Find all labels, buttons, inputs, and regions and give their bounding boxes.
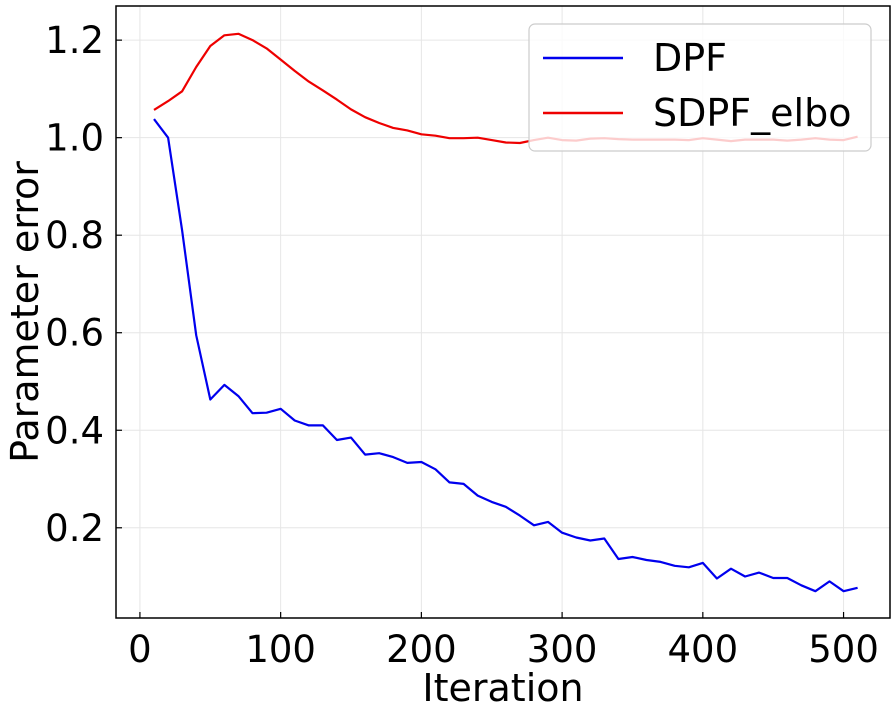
y-axis-ticks: 0.2 0.4 0.6 0.8 1.0 1.2 [45, 19, 122, 550]
legend-box [528, 23, 872, 152]
plot-frame [115, 5, 891, 619]
series-line-dpf [153, 118, 858, 593]
x-axis-ticks: 0 100 200 300 400 500 [128, 612, 879, 671]
y-tick-label: 0.8 [45, 214, 104, 257]
legend: DPF SDPF_elbo [528, 23, 872, 152]
legend-label-dpf: DPF [653, 36, 727, 80]
y-tick-label: 0.4 [45, 409, 104, 452]
y-tick-label: 1.2 [45, 19, 104, 62]
x-tick-label: 300 [527, 628, 598, 671]
y-axis-label: Parameter error [3, 161, 47, 463]
x-tick-label: 400 [668, 628, 739, 671]
x-tick-label: 500 [808, 628, 879, 671]
y-tick-label: 0.2 [45, 507, 104, 550]
x-tick-label: 0 [128, 628, 152, 671]
y-tick-label: 0.6 [45, 312, 104, 355]
x-tick-label: 200 [386, 628, 457, 671]
x-tick-label: 100 [245, 628, 316, 671]
x-axis-label: Iteration [422, 666, 583, 710]
y-tick-label: 1.0 [45, 117, 104, 160]
legend-label-sdpf-elbo: SDPF_elbo [653, 91, 851, 135]
